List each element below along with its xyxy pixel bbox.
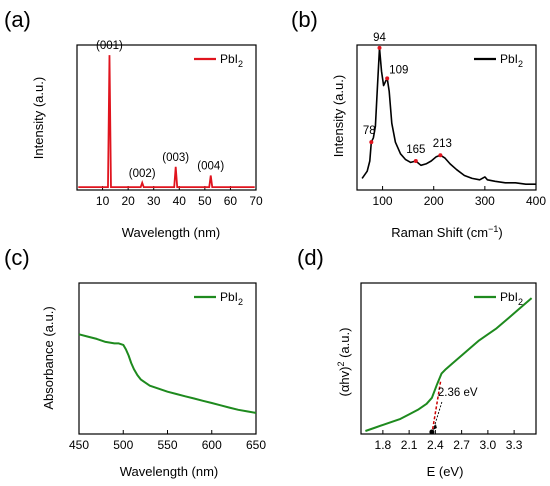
x-tick-label: 40	[173, 194, 187, 208]
x-tick-label: 550	[157, 438, 177, 452]
panel-a-xrd-chart: (a) 10 20 30 40 50 60 70 (001)(002)(003)(004) …	[4, 7, 263, 240]
plot-frame	[76, 44, 257, 191]
panel-b-raman-chart: (b) 100 200 300 400 78 94 109 165 213 PbI2 Rama…	[291, 7, 546, 240]
peak-label: (004)	[197, 161, 224, 173]
raman-peak-marker	[413, 159, 418, 163]
peak-label: (002)	[129, 168, 156, 180]
tauc-trace	[365, 297, 533, 432]
x-tick-label: 200	[424, 194, 444, 208]
x-tick-label: 10	[96, 194, 110, 208]
x-tick-label: 1.8	[375, 438, 392, 452]
legend-label: PbI2	[500, 290, 523, 307]
x-tick-label: 450	[69, 438, 89, 452]
x-tick-label: 650	[246, 438, 266, 452]
panel-label-a: (a)	[4, 7, 31, 32]
legend-label: PbI2	[220, 290, 243, 307]
raman-peak-label: 94	[373, 32, 386, 44]
raman-peak-label: 165	[406, 144, 425, 156]
x-tick-label: 70	[249, 194, 263, 208]
x-tick-label: 300	[475, 194, 495, 208]
panel-label-b: (b)	[291, 7, 318, 32]
raman-peak-label: 213	[433, 138, 452, 150]
x-tick-label: 20	[121, 194, 135, 208]
legend-label: PbI2	[220, 52, 243, 69]
panel-label-d: (d)	[297, 245, 324, 270]
panel-a-xlabel: Wavelength (nm)	[122, 225, 221, 240]
bandgap-label: 2.36 eV	[438, 387, 478, 399]
x-tick-label: 60	[224, 194, 238, 208]
x-tick-label: 3.0	[480, 438, 497, 452]
raman-peak-marker	[438, 153, 443, 158]
raman-peak-label: 109	[389, 64, 408, 76]
x-tick-label: 50	[198, 194, 212, 208]
x-tick-label: 30	[147, 194, 161, 208]
plot-frame	[360, 282, 537, 435]
panel-c-ylabel: Absorbance (a.u.)	[41, 306, 56, 409]
panel-a-ylabel: Intensity (a.u.)	[31, 77, 46, 159]
plot-frame	[356, 44, 537, 191]
panel-c-xlabel: Wavelength (nm)	[120, 464, 219, 479]
raman-trace	[361, 47, 536, 185]
raman-peak-label: 78	[363, 125, 376, 137]
x-tick-label: 100	[373, 194, 393, 208]
panel-b-xlabel: Raman Shift (cm−1)	[391, 224, 502, 240]
x-tick-label: 400	[526, 194, 546, 208]
x-tick-label: 2.1	[401, 438, 418, 452]
x-tick-label: 3.3	[506, 438, 523, 452]
x-tick-label: 500	[113, 438, 133, 452]
raman-peak-marker	[377, 45, 382, 50]
x-tick-label: 600	[202, 438, 222, 452]
panel-d-tauc-plot: (d) 1.8 2.1 2.4 2.7 3.0 3.3 2.36 eV PbI2 E (e…	[297, 245, 537, 479]
bandgap-arrow	[433, 401, 443, 429]
bandgap-intercept-marker	[429, 429, 435, 435]
panel-c-absorbance-chart: (c) 450 500 550 600 650 PbI2 Wavelength (nm)…	[4, 245, 266, 479]
xrd-trace	[78, 55, 255, 188]
raman-peak-marker	[369, 140, 374, 145]
peak-label: (003)	[162, 152, 189, 164]
bandgap-arrowhead	[432, 424, 437, 430]
legend-label: PbI2	[500, 52, 523, 69]
plot-frame	[78, 282, 257, 435]
panel-d-ylabel: (αhv)2 (a.u.)	[336, 328, 352, 397]
tauc-fit-line	[431, 381, 442, 435]
peak-label: (001)	[96, 40, 123, 52]
x-tick-label: 2.7	[453, 438, 470, 452]
x-tick-label: 2.4	[427, 438, 444, 452]
panel-d-xlabel: E (eV)	[427, 464, 464, 479]
absorbance-trace	[78, 333, 257, 414]
panel-label-c: (c)	[4, 245, 30, 270]
panel-b-ylabel: Intensity (a.u.)	[331, 75, 346, 157]
raman-peak-marker	[385, 76, 390, 81]
